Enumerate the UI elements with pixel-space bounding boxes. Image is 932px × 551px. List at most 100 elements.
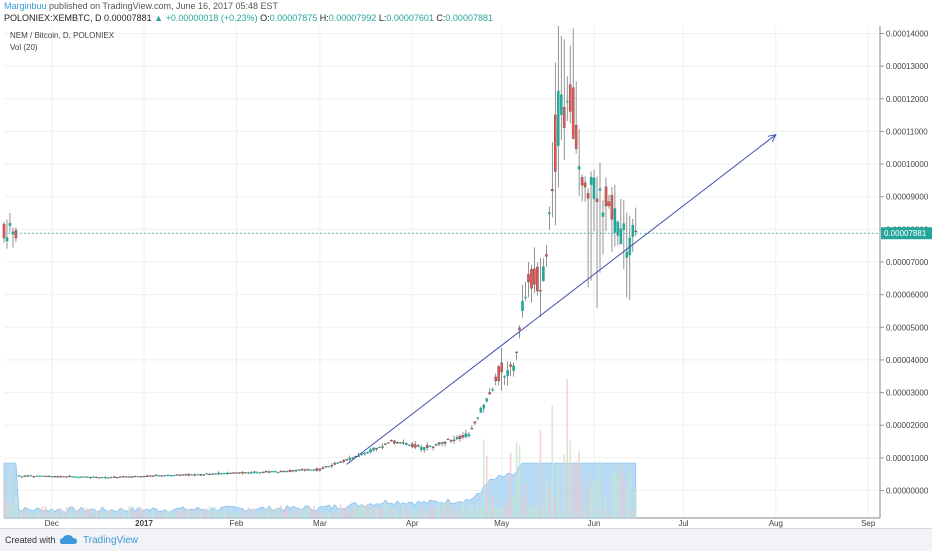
candle-body xyxy=(464,433,468,438)
candle-body xyxy=(506,370,509,376)
volume-bar xyxy=(527,501,530,518)
volume-bar xyxy=(319,513,321,518)
candle-body xyxy=(372,447,375,451)
y-tick-label: 0.00007000 xyxy=(886,258,929,267)
volume-bar xyxy=(208,505,211,518)
candle-body xyxy=(381,446,384,448)
volume-bar xyxy=(426,512,428,518)
volume-bar xyxy=(471,505,473,518)
candle-body xyxy=(211,473,214,475)
candle-body xyxy=(330,465,334,467)
candle-body xyxy=(14,230,18,239)
volume-bar xyxy=(65,506,68,518)
candle-body xyxy=(580,177,584,186)
volume-legend: Vol (20) xyxy=(10,43,38,52)
volume-bar xyxy=(286,508,288,518)
y-tick-label: 0.00009000 xyxy=(886,193,929,202)
volume-bar xyxy=(238,511,241,518)
candle-body xyxy=(208,473,211,476)
candle-body xyxy=(548,212,551,215)
volume-bar xyxy=(322,513,324,518)
volume-bar xyxy=(107,510,110,518)
volume-bar xyxy=(137,510,139,518)
volume-bar xyxy=(372,506,375,518)
candle-body xyxy=(154,474,158,476)
candle-body xyxy=(443,441,447,444)
volume-bar xyxy=(259,514,262,518)
candle-body xyxy=(217,472,220,475)
candle-body xyxy=(497,366,501,382)
candle-body xyxy=(241,472,244,474)
volume-bar xyxy=(12,507,14,518)
candle-body xyxy=(288,469,292,472)
x-tick-label: Jul xyxy=(678,519,688,528)
candle-body xyxy=(482,404,486,409)
volume-bar xyxy=(161,514,163,518)
volume-bar xyxy=(68,511,71,518)
candle-body xyxy=(574,124,578,149)
candle-body xyxy=(130,476,134,478)
candle-body xyxy=(375,447,378,450)
candle-body xyxy=(390,440,393,442)
candle-body xyxy=(86,476,89,478)
candle-body xyxy=(53,476,56,478)
price-chart[interactable]: 0.00014000 0.00013000 0.00012000 0.00011000… xyxy=(0,26,932,528)
candle-body xyxy=(172,475,176,477)
volume-bar xyxy=(253,508,256,518)
author-link[interactable]: Marginbuu xyxy=(4,1,47,11)
volume-bar xyxy=(143,508,145,518)
candle-body xyxy=(515,351,518,353)
candle-body xyxy=(270,471,274,473)
volume-bar xyxy=(104,512,107,518)
candle-body xyxy=(178,474,182,476)
created-with-text: Created with xyxy=(5,535,56,545)
volume-bar xyxy=(280,505,282,518)
candle-body xyxy=(503,376,506,378)
candle-body xyxy=(151,475,155,477)
volume-bar xyxy=(170,509,172,518)
volume-bar xyxy=(366,503,369,518)
candle-body xyxy=(41,475,44,478)
volume-bar xyxy=(620,463,622,518)
volume-bar xyxy=(214,506,217,518)
candle-body xyxy=(29,475,33,477)
volume-bar xyxy=(554,497,557,518)
volume-bar xyxy=(223,510,226,518)
candle-body xyxy=(437,442,441,445)
low-value: 0.00007601 xyxy=(386,13,434,23)
volume-bar xyxy=(468,503,470,518)
candle-body xyxy=(5,237,9,242)
candle-body xyxy=(560,94,563,115)
volume-bar xyxy=(265,509,267,518)
candle-body xyxy=(109,476,113,479)
candle-body xyxy=(133,475,137,478)
volume-bar xyxy=(298,509,300,518)
candle-body xyxy=(455,437,459,440)
y-tick-label: 0.00013000 xyxy=(886,62,929,71)
volume-bar xyxy=(456,508,458,518)
volume-bar xyxy=(128,505,130,518)
volume-bar xyxy=(247,506,250,518)
volume-bar xyxy=(491,495,494,518)
volume-bar xyxy=(152,510,154,518)
volume-bar xyxy=(483,439,485,518)
volume-bar xyxy=(417,509,419,518)
volume-bar xyxy=(301,508,303,518)
volume-bar xyxy=(3,480,5,518)
volume-bar xyxy=(384,502,387,518)
volume-bar xyxy=(196,509,199,518)
volume-bar xyxy=(283,512,285,518)
change-value: +0.00000018 (+0.23%) xyxy=(165,13,258,23)
volume-bar xyxy=(95,510,98,518)
volume-bar xyxy=(614,469,616,518)
tradingview-brand[interactable]: TradingView xyxy=(83,535,139,546)
volume-bar xyxy=(599,460,601,518)
symbol-info: POLONIEX:XEMBTC, D 0.00007881 ▲ +0.00000… xyxy=(4,13,493,24)
volume-bar xyxy=(450,509,452,518)
volume-bar xyxy=(179,509,181,518)
volume-bar xyxy=(572,463,574,518)
candle-body xyxy=(363,452,366,455)
volume-bar xyxy=(47,514,50,518)
volume-bar xyxy=(602,507,604,518)
candle-body xyxy=(205,473,208,475)
